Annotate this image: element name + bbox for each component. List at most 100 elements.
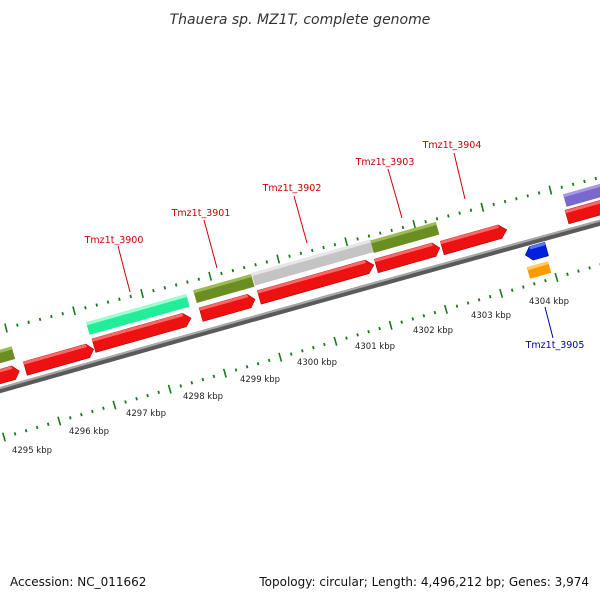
scale-minor-tick — [35, 425, 39, 430]
scale-minor-tick — [367, 330, 370, 334]
outer-minor-tick — [537, 191, 541, 195]
outer-tick-track — [4, 176, 597, 333]
category-feature-track — [0, 180, 600, 369]
outer-minor-tick — [424, 219, 427, 224]
map-title: Thauera sp. MZ1T, complete genome — [170, 12, 431, 28]
outer-major-tick — [412, 220, 417, 230]
scale-major-tick — [499, 288, 504, 298]
scale-minor-tick — [102, 406, 105, 410]
scale-minor-tick — [510, 288, 514, 292]
outer-minor-tick — [61, 311, 64, 316]
outer-minor-tick — [174, 283, 178, 287]
feature-orange — [526, 261, 552, 279]
scale-minor-tick — [455, 304, 459, 308]
scale-minor-tick — [146, 393, 149, 398]
outer-minor-tick — [583, 179, 586, 184]
scale-minor-tick — [301, 349, 304, 353]
outer-minor-tick — [322, 245, 325, 250]
scale-minor-tick — [533, 282, 536, 286]
outer-minor-tick — [311, 248, 314, 253]
scale-minor-tick — [157, 390, 160, 395]
cds-arrow-3904 — [439, 224, 508, 256]
scale-minor-tick — [345, 336, 348, 340]
outer-minor-tick — [401, 225, 405, 230]
scale-minor-tick — [400, 320, 404, 324]
cds-forward-track — [0, 197, 600, 390]
backbone — [0, 219, 600, 394]
outer-minor-tick — [106, 300, 110, 304]
outer-major-tick — [4, 323, 8, 333]
scale-major-tick — [222, 368, 227, 378]
outer-minor-tick — [367, 234, 371, 238]
scale-minor-tick — [312, 345, 315, 350]
gene-label-3902[interactable]: Tmz1t_3902 — [262, 183, 322, 194]
scale-minor-tick — [466, 301, 470, 305]
outer-minor-tick — [50, 314, 53, 319]
scale-minor-tick — [124, 400, 127, 404]
scale-minor-tick — [91, 409, 94, 414]
scale-major-tick — [333, 336, 338, 346]
outer-minor-tick — [27, 320, 30, 324]
outer-minor-tick — [265, 260, 269, 264]
scale-minor-tick — [378, 326, 381, 331]
outer-minor-tick — [186, 280, 189, 284]
scale-minor-tick — [566, 272, 569, 276]
outer-major-tick — [548, 185, 553, 195]
gene-label-3901[interactable]: Tmz1t_3901 — [171, 208, 231, 219]
outer-major-tick — [480, 202, 485, 212]
scale-minor-tick — [544, 278, 547, 283]
scale-major-tick — [167, 384, 172, 394]
cds-arrow-right — [564, 197, 600, 225]
feature-aqua — [86, 294, 190, 335]
scale-minor-tick — [411, 317, 415, 321]
outer-major-tick — [276, 254, 281, 264]
scale-tick-track — [2, 263, 600, 442]
feature-gray — [251, 239, 375, 286]
scale-major-tick — [554, 272, 559, 283]
outer-minor-tick — [458, 211, 461, 215]
outer-minor-tick — [560, 185, 563, 189]
outer-minor-tick — [447, 214, 450, 218]
scale-label-4304: 4304 kbp — [529, 297, 569, 307]
cds-arrow-left — [0, 365, 20, 390]
gene-label-3900[interactable]: Tmz1t_3900 — [84, 235, 144, 246]
scale-minor-tick — [267, 358, 271, 363]
outer-minor-tick — [242, 265, 246, 270]
scale-minor-tick — [201, 377, 205, 382]
scale-label-layer: 4295 kbp 4296 kbp 4297 kbp 4298 kbp 4299… — [12, 297, 569, 456]
outer-major-tick — [208, 271, 213, 281]
outer-minor-tick — [571, 182, 575, 187]
feature-green-1 — [193, 274, 255, 303]
outer-minor-tick — [231, 268, 235, 273]
scale-minor-tick — [24, 428, 28, 433]
outer-minor-tick — [594, 176, 597, 181]
scale-minor-tick — [522, 285, 525, 289]
outer-minor-tick — [163, 286, 167, 290]
outer-minor-tick — [288, 254, 291, 258]
scale-major-tick — [278, 352, 283, 362]
gene-label-3903[interactable]: Tmz1t_3903 — [355, 157, 415, 168]
outer-minor-tick — [356, 237, 359, 241]
scale-minor-tick — [577, 269, 580, 273]
outer-minor-tick — [220, 271, 223, 276]
scale-major-tick — [388, 320, 393, 330]
gene-label-3904[interactable]: Tmz1t_3904 — [422, 140, 482, 151]
scale-minor-tick — [356, 333, 359, 337]
scale-major-tick — [112, 400, 117, 410]
gene-label-3905[interactable]: Tmz1t_3905 — [525, 340, 585, 351]
genome-summary-text: Topology: circular; Length: 4,496,212 bp… — [258, 575, 589, 589]
feature-purple — [563, 180, 600, 207]
scale-minor-tick — [256, 361, 260, 366]
outer-minor-tick — [435, 217, 439, 221]
scale-minor-tick — [433, 310, 437, 315]
outer-major-tick — [72, 306, 76, 316]
scale-minor-tick — [13, 432, 17, 436]
outer-major-tick — [344, 237, 349, 247]
outer-minor-tick — [152, 288, 155, 293]
cds-arrow-3902 — [256, 259, 375, 305]
outer-minor-tick — [84, 306, 87, 310]
scale-minor-tick — [69, 416, 72, 420]
cds-arrow-3903 — [373, 242, 441, 274]
outer-minor-tick — [118, 297, 121, 301]
